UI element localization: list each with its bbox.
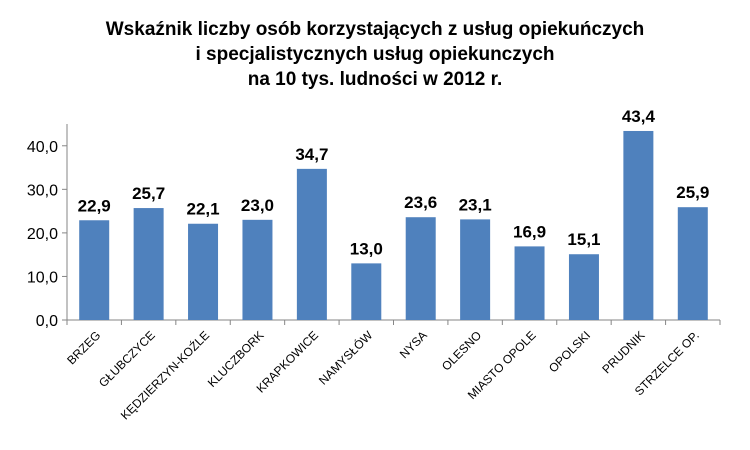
y-tick-label: 10,0 — [27, 269, 58, 286]
data-label: 23,0 — [241, 196, 274, 215]
bar — [296, 168, 327, 320]
x-category-label: BRZEG — [64, 328, 103, 367]
y-tick-label: 30,0 — [27, 182, 58, 199]
x-category-label: OPOLSKI — [546, 328, 593, 375]
y-tick-label: 20,0 — [27, 226, 58, 243]
data-label: 13,0 — [350, 239, 383, 258]
bar — [79, 220, 110, 320]
chart-title-line-1: Wskaźnik liczby osób korzystających z us… — [105, 19, 645, 40]
data-label: 22,9 — [78, 196, 111, 215]
x-category-label: OLESNO — [439, 328, 484, 373]
y-tick-label: 40,0 — [27, 139, 58, 156]
bar — [188, 223, 219, 320]
bar — [242, 219, 273, 320]
chart-title: Wskaźnik liczby osób korzystających z us… — [0, 17, 750, 92]
bar — [460, 219, 491, 320]
data-label: 23,6 — [404, 193, 437, 212]
bar — [133, 208, 164, 320]
bar — [351, 263, 382, 320]
chart-title-line-2: i specjalistycznych usług opiekunczych — [195, 44, 555, 65]
x-category-label: NAMYSŁÓW — [315, 327, 376, 388]
data-label: 25,7 — [132, 184, 165, 203]
chart-title-line-3: na 10 tys. ludności w 2012 r. — [247, 69, 503, 90]
bar — [568, 254, 599, 320]
bar — [677, 207, 708, 320]
data-label: 22,1 — [186, 200, 219, 219]
x-category-label: PRUDNIK — [599, 328, 647, 376]
bar — [405, 217, 436, 320]
y-tick-label: 0,0 — [36, 313, 58, 330]
data-label: 23,1 — [459, 195, 492, 214]
bar — [514, 246, 545, 320]
data-label: 15,1 — [567, 230, 600, 249]
data-label: 16,9 — [513, 222, 546, 241]
data-label: 34,7 — [295, 145, 328, 164]
bar — [623, 130, 654, 320]
x-category-label: NYSA — [397, 328, 430, 361]
data-label: 25,9 — [676, 183, 709, 202]
x-category-label: KĘDZIERZYN-KOŹLE — [117, 328, 212, 423]
data-label: 43,4 — [622, 107, 656, 126]
